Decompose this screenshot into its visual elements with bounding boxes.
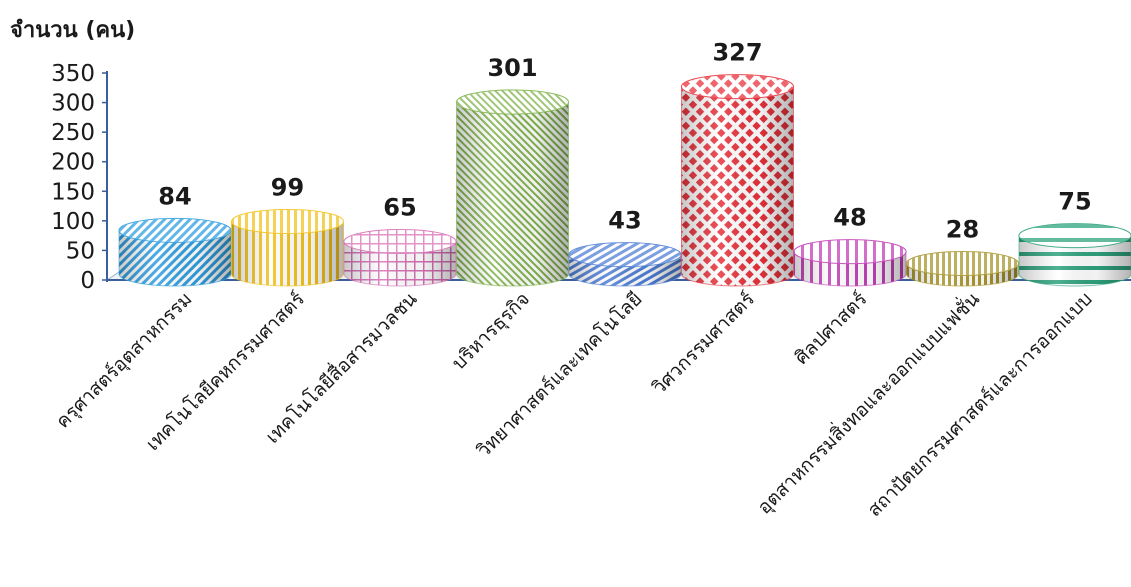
- bar-value-label: 28: [946, 215, 979, 243]
- bar-value-label: 99: [271, 173, 304, 201]
- bar-3: [343, 229, 457, 287]
- bar-7: [793, 239, 907, 287]
- x-category-label: อุตสาหกรรมสิ่งทอและออกแบบแฟชั่น: [751, 286, 984, 519]
- bar-value-label: 84: [158, 182, 191, 210]
- y-tick-label: 200: [51, 150, 95, 176]
- bar-value-label: 65: [383, 194, 416, 222]
- y-tick-label: 250: [51, 120, 95, 146]
- y-tick-label: 300: [51, 91, 95, 117]
- bar-6: [681, 74, 794, 287]
- bar-2: [231, 208, 344, 287]
- x-category-label: บริหารธุรกิจ: [448, 288, 535, 375]
- y-tick-label: 0: [80, 268, 95, 294]
- bar-1: [118, 217, 232, 287]
- y-tick-label: 350: [51, 61, 95, 87]
- x-category-label: สถาปัตยกรรมศาสตร์และการออกแบบ: [863, 288, 1096, 521]
- x-category-label: วิศวกรรมศาสตร์: [648, 288, 759, 399]
- bar-value-label: 75: [1058, 188, 1091, 216]
- bar-4: [456, 89, 569, 287]
- y-tick-label: 150: [51, 179, 95, 205]
- bar-value-label: 48: [833, 204, 866, 232]
- bar-5: [568, 242, 682, 287]
- y-tick-label: 100: [51, 209, 95, 235]
- bar-value-label: 301: [487, 54, 537, 82]
- bar-8: [906, 250, 1019, 287]
- bar-9: [1018, 223, 1131, 287]
- y-tick-label: 50: [66, 238, 95, 264]
- y-axis-title: จำนวน (คน): [10, 18, 136, 43]
- x-category-label: ศิลปศาสตร์: [790, 288, 871, 369]
- bar-value-label: 43: [608, 207, 641, 235]
- bar-value-label: 327: [712, 39, 762, 67]
